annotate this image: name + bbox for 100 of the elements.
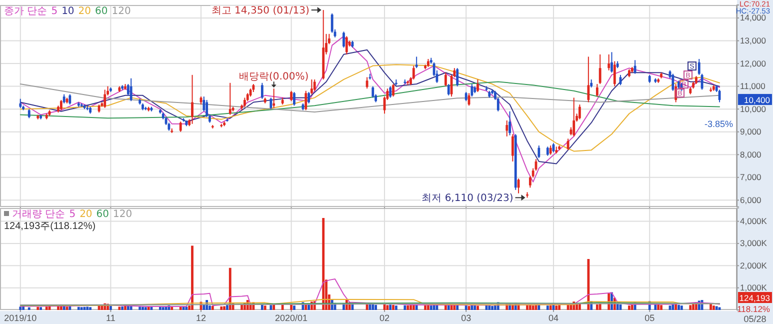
candlestick xyxy=(613,60,616,87)
candlestick xyxy=(456,68,459,87)
candlestick xyxy=(596,84,598,98)
candlestick xyxy=(304,90,308,111)
bar xyxy=(657,304,660,310)
text: 60 xyxy=(95,6,108,17)
y-tick-label: 13,000 xyxy=(740,35,766,46)
bar xyxy=(40,307,42,310)
annotation: 최저 6,110 (03/23) xyxy=(422,193,514,204)
bar xyxy=(689,305,692,310)
bar xyxy=(549,305,552,310)
candlestick xyxy=(549,145,552,156)
bar xyxy=(464,306,468,310)
text: 118.12% xyxy=(737,304,770,314)
bar xyxy=(596,304,598,310)
candlestick xyxy=(308,91,310,104)
candlestick xyxy=(179,121,182,132)
bar xyxy=(162,307,164,310)
bar xyxy=(616,303,619,310)
candlestick xyxy=(610,52,613,74)
y-tick-label: 10,000 xyxy=(740,104,766,114)
bar xyxy=(415,304,418,310)
annotation: 배당락(0.00%) xyxy=(239,72,309,83)
y-tick-label: 6,000 xyxy=(740,194,762,205)
candlestick xyxy=(290,90,293,102)
candlestick xyxy=(372,86,374,98)
candlestick xyxy=(104,89,106,108)
bar xyxy=(476,306,479,310)
y-tick-label: 7,000 xyxy=(740,172,762,182)
bar xyxy=(672,304,674,310)
text: 10,400 xyxy=(744,94,770,105)
x-tick-label: 05 xyxy=(644,313,655,323)
text: 60 xyxy=(96,209,110,220)
candlestick xyxy=(572,97,576,137)
y-tick-label: 8,000 xyxy=(740,149,762,160)
candlestick xyxy=(672,73,674,92)
text: 124,193 xyxy=(739,293,770,303)
bar xyxy=(290,304,293,310)
bar xyxy=(272,304,276,310)
bar xyxy=(223,306,226,310)
bar xyxy=(546,306,549,310)
bar xyxy=(142,306,144,310)
annotation: 124,193주(118.12%) xyxy=(4,221,96,232)
bar xyxy=(576,304,578,310)
bar xyxy=(453,304,456,310)
candlestick xyxy=(415,56,418,69)
bar xyxy=(598,303,602,310)
bar xyxy=(80,307,83,310)
candlestick xyxy=(60,99,62,111)
bar xyxy=(144,307,147,310)
bar xyxy=(630,304,634,310)
candlestick xyxy=(511,134,514,162)
bar xyxy=(19,306,22,310)
x-tick-label: 04 xyxy=(548,313,558,323)
bar xyxy=(68,306,72,310)
bar xyxy=(491,306,494,310)
y-tick-label: 9,000 xyxy=(740,126,762,137)
candlestick xyxy=(228,82,232,116)
bar xyxy=(392,304,394,310)
bar xyxy=(715,306,718,310)
bar xyxy=(424,305,427,310)
bar xyxy=(28,307,30,310)
y-tick-label: 4,000K xyxy=(740,216,768,226)
bar xyxy=(678,304,680,310)
candlestick xyxy=(28,108,30,119)
y-tick-label: 2,000K xyxy=(740,260,768,270)
bar xyxy=(488,306,491,310)
bar xyxy=(386,305,389,310)
bar xyxy=(36,306,40,310)
text: 10 xyxy=(62,6,74,17)
legend-title: 거래량 단순 xyxy=(12,209,66,220)
bar xyxy=(555,306,558,310)
bar xyxy=(308,304,310,310)
bar xyxy=(121,306,124,310)
candlestick xyxy=(293,91,296,106)
candlestick xyxy=(587,56,590,103)
bar xyxy=(447,305,450,310)
candlestick xyxy=(508,110,511,136)
candlestick xyxy=(68,94,72,106)
bar xyxy=(712,306,715,310)
candlestick xyxy=(243,97,246,108)
bar xyxy=(260,304,264,310)
text: 120 xyxy=(113,209,132,220)
candlestick xyxy=(191,74,194,124)
legend-title: 종가 단순 xyxy=(4,6,48,17)
bar xyxy=(77,306,80,310)
x-tick-label: 03 xyxy=(461,313,472,323)
bar xyxy=(389,304,392,310)
bar xyxy=(710,303,712,310)
bar xyxy=(293,306,296,310)
bar xyxy=(89,307,92,310)
bar xyxy=(118,306,121,310)
bar xyxy=(404,305,406,310)
bar xyxy=(202,304,206,310)
candlestick xyxy=(392,84,394,98)
bar xyxy=(226,305,228,310)
candlestick xyxy=(310,78,313,95)
candlestick xyxy=(528,176,532,188)
y-tick-label: 1,000K xyxy=(740,282,768,293)
x-tick-label: 02 xyxy=(380,313,390,323)
